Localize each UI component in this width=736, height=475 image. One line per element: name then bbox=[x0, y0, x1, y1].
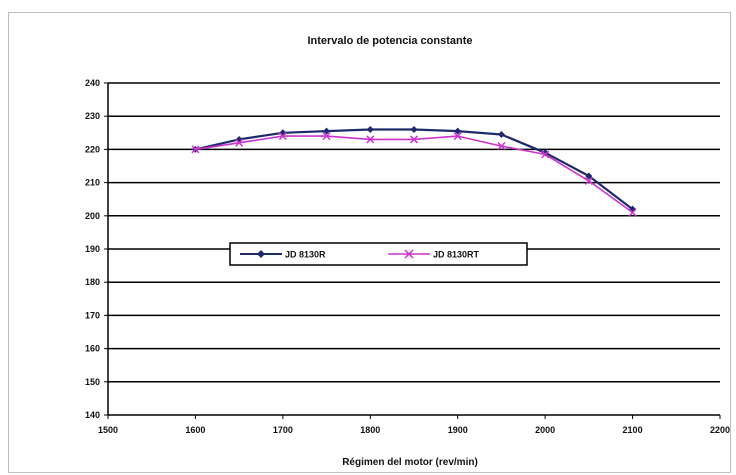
series-group bbox=[191, 125, 637, 217]
data-point-series-2 bbox=[497, 142, 506, 151]
data-point-series-2 bbox=[235, 138, 244, 147]
y-tick-label: 140 bbox=[85, 410, 100, 420]
data-point-series-2 bbox=[278, 132, 287, 141]
data-point-series-1 bbox=[497, 130, 505, 138]
y-tick-label: 160 bbox=[85, 344, 100, 354]
x-tick-label: 2000 bbox=[535, 425, 555, 435]
x-tick-label: 2200 bbox=[710, 425, 730, 435]
x-tick-label: 1500 bbox=[98, 425, 118, 435]
legend-marker-series-2 bbox=[404, 249, 414, 259]
data-point-series-1 bbox=[454, 127, 462, 135]
legend-label-series-1: JD 8130R bbox=[285, 250, 326, 260]
data-point-series-1 bbox=[323, 127, 331, 135]
chart-title: Intervalo de potencia constante bbox=[307, 35, 472, 47]
chart-border bbox=[8, 12, 731, 473]
data-point-series-2 bbox=[322, 132, 331, 141]
axes bbox=[104, 82, 721, 419]
y-tick-label: 230 bbox=[85, 111, 100, 121]
gridlines bbox=[108, 82, 720, 383]
y-tick-label: 200 bbox=[85, 211, 100, 221]
y-tick-label: 150 bbox=[85, 377, 100, 387]
data-point-series-1 bbox=[585, 172, 593, 180]
data-point-series-1 bbox=[410, 125, 418, 133]
y-tick-label: 220 bbox=[85, 144, 100, 154]
data-point-series-2 bbox=[541, 150, 550, 159]
x-tick-label: 1700 bbox=[273, 425, 293, 435]
data-point-series-1 bbox=[366, 125, 374, 133]
y-tick-label: 190 bbox=[85, 244, 100, 254]
data-point-series-2 bbox=[191, 145, 200, 154]
y-tick-label: 210 bbox=[85, 178, 100, 188]
legend-label-series-2: JD 8130RT bbox=[433, 250, 480, 260]
y-tick-label: 170 bbox=[85, 310, 100, 320]
x-axis-label: Régimen del motor (rev/min) bbox=[342, 457, 478, 468]
data-point-series-2 bbox=[409, 135, 419, 144]
y-tick-labels: 140 150 160 170 180 190 200 210 220 230 240 bbox=[85, 78, 100, 420]
x-tick-label: 2100 bbox=[623, 425, 643, 435]
legend: JD 8130R JD 8130RT bbox=[229, 242, 528, 266]
legend-box bbox=[229, 242, 528, 266]
data-point-series-2 bbox=[366, 135, 375, 144]
y-tick-label: 180 bbox=[85, 277, 100, 287]
y-tick-label: 240 bbox=[85, 78, 100, 88]
x-tick-label: 1600 bbox=[185, 425, 205, 435]
data-point-series-2 bbox=[628, 208, 637, 217]
data-point-series-2 bbox=[453, 132, 462, 141]
x-tick-label: 1900 bbox=[448, 425, 468, 435]
x-tick-labels: 1500 1600 1700 1800 1900 2000 2100 2200 bbox=[98, 425, 730, 435]
x-tick-label: 1800 bbox=[360, 425, 380, 435]
data-point-series-2 bbox=[584, 176, 593, 185]
legend-marker-series-1 bbox=[257, 250, 265, 258]
